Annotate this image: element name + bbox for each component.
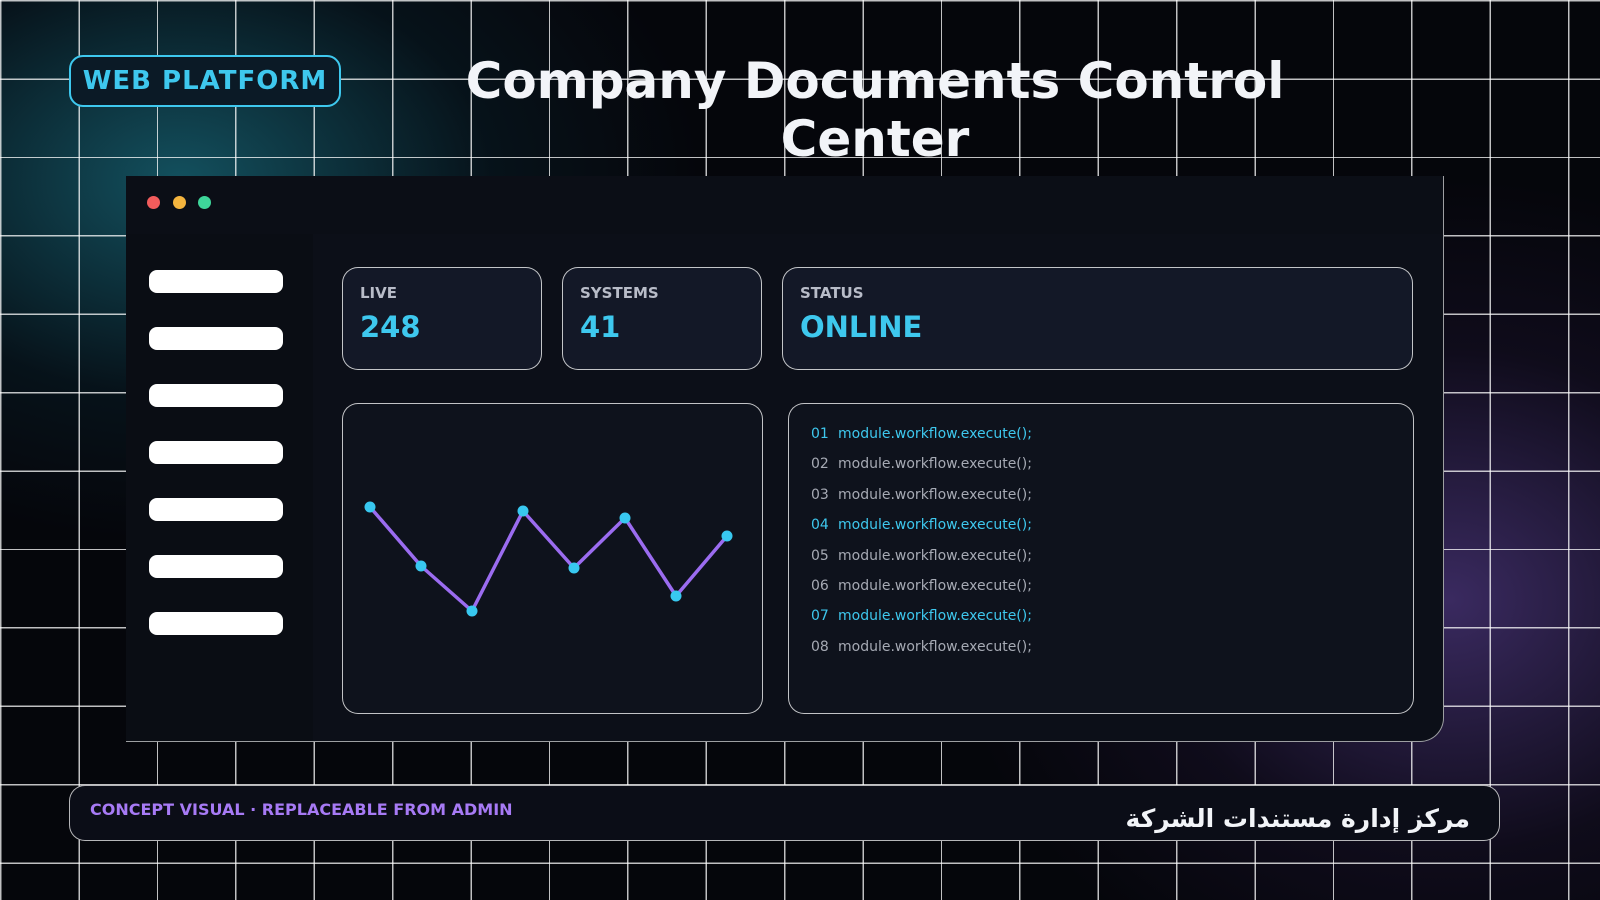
- sidebar: [126, 234, 313, 741]
- nav-item: [149, 555, 283, 578]
- badge: WEB PLATFORM: [69, 55, 341, 107]
- nav-item: [149, 270, 283, 293]
- stat-value: 41: [580, 310, 621, 344]
- stat-card: STATUS ONLINE: [782, 267, 1413, 370]
- nav-item: [149, 384, 283, 407]
- code-line-text: module.workflow.execute();: [838, 578, 1032, 594]
- code-line-text: module.workflow.execute();: [838, 426, 1032, 442]
- close-dot: [147, 196, 160, 209]
- sparkline-point: [568, 562, 580, 574]
- chart-panel: [342, 403, 763, 714]
- stat-label: SYSTEMS: [580, 284, 659, 302]
- code-line-number: 02: [811, 456, 829, 473]
- code-line-text: module.workflow.execute();: [838, 547, 1032, 564]
- stat-card: SYSTEMS 41: [562, 267, 762, 370]
- maximize-dot: [198, 196, 211, 209]
- code-line-text: module.workflow.execute();: [838, 517, 1032, 534]
- page-title: Company Documents Control Center: [465, 52, 1285, 168]
- code-line-number: 04: [811, 517, 829, 534]
- sparkline-point: [415, 560, 427, 572]
- nav-item: [149, 498, 283, 521]
- sparkline-point: [517, 505, 529, 517]
- code-line-text: module.workflow.execute();: [838, 608, 1032, 625]
- sparkline-line: [368, 505, 729, 613]
- code-panel: 01 module.workflow.execute(); 02 module.wor…: [788, 403, 1414, 714]
- nav-item: [149, 327, 283, 350]
- stat-value: 248: [360, 310, 421, 344]
- code-line-number: 03: [811, 486, 829, 503]
- code-line-number: 06: [811, 578, 829, 594]
- stat-label: STATUS: [800, 284, 864, 302]
- sparkline-point: [670, 590, 682, 602]
- code-line-text: module.workflow.execute();: [838, 456, 1032, 473]
- code-line-text: module.workflow.execute();: [838, 486, 1032, 503]
- nav-item: [149, 441, 283, 464]
- sparkline-point: [364, 501, 376, 513]
- code-line-number: 01: [811, 426, 829, 442]
- footer-bar: [69, 785, 1500, 841]
- title-bar: [126, 176, 1443, 234]
- minimize-dot: [173, 196, 186, 209]
- stat-label: LIVE: [360, 284, 397, 302]
- stat-card: LIVE 248: [342, 267, 542, 370]
- code-line-number: 07: [811, 608, 829, 625]
- sparkline-point: [721, 530, 733, 542]
- footer-arabic: مركز إدارة مستندات الشركة: [1125, 804, 1470, 833]
- sparkline-point: [619, 512, 631, 524]
- code-line-text: module.workflow.execute();: [838, 638, 1032, 655]
- sparkline-point: [466, 605, 478, 617]
- code-line-number: 05: [811, 547, 829, 564]
- footer-note: CONCEPT VISUAL · REPLACEABLE FROM ADMIN: [90, 800, 513, 819]
- code-line-number: 08: [811, 638, 829, 655]
- stat-value: ONLINE: [800, 310, 923, 344]
- sparkline: [364, 501, 733, 617]
- nav-item: [149, 612, 283, 635]
